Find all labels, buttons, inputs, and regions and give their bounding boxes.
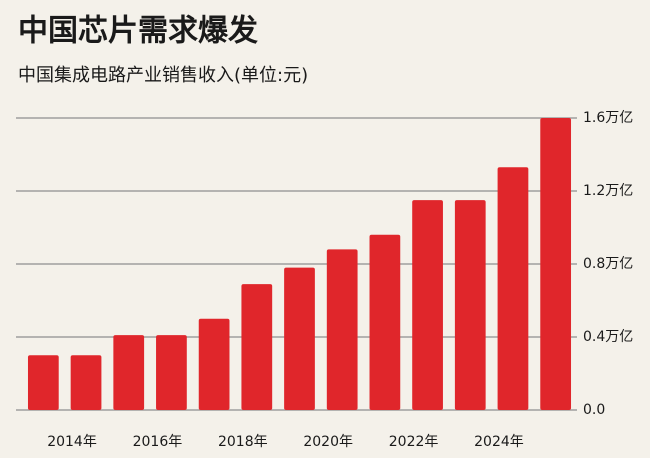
bar	[369, 234, 401, 410]
x-tick-label: 2020年	[303, 434, 353, 450]
bar	[454, 200, 486, 410]
bar	[27, 355, 59, 410]
bar	[497, 167, 529, 410]
chart-title: 中国芯片需求爆发	[18, 14, 258, 49]
bar	[198, 318, 230, 410]
bar	[540, 118, 572, 410]
bar	[326, 249, 358, 410]
y-tick-label: 1.2万亿	[583, 183, 633, 199]
y-tick-label: 0.8万亿	[583, 256, 633, 272]
y-tick-label: 0.0	[583, 402, 605, 418]
x-tick-label: 2022年	[389, 434, 439, 450]
bar	[412, 200, 443, 410]
x-tick-label: 2014年	[47, 434, 97, 450]
y-tick-label: 1.6万亿	[583, 110, 633, 126]
x-tick-label: 2018年	[218, 434, 268, 450]
bar	[113, 335, 145, 410]
bar	[156, 335, 187, 410]
bar	[241, 284, 273, 410]
bar	[70, 355, 102, 410]
bar	[284, 267, 315, 410]
y-tick-label: 0.4万亿	[583, 329, 633, 345]
x-tick-label: 2024年	[474, 434, 524, 450]
chart-subtitle: 中国集成电路产业销售收入(单位:元)	[18, 65, 308, 86]
x-tick-label: 2016年	[133, 434, 183, 450]
